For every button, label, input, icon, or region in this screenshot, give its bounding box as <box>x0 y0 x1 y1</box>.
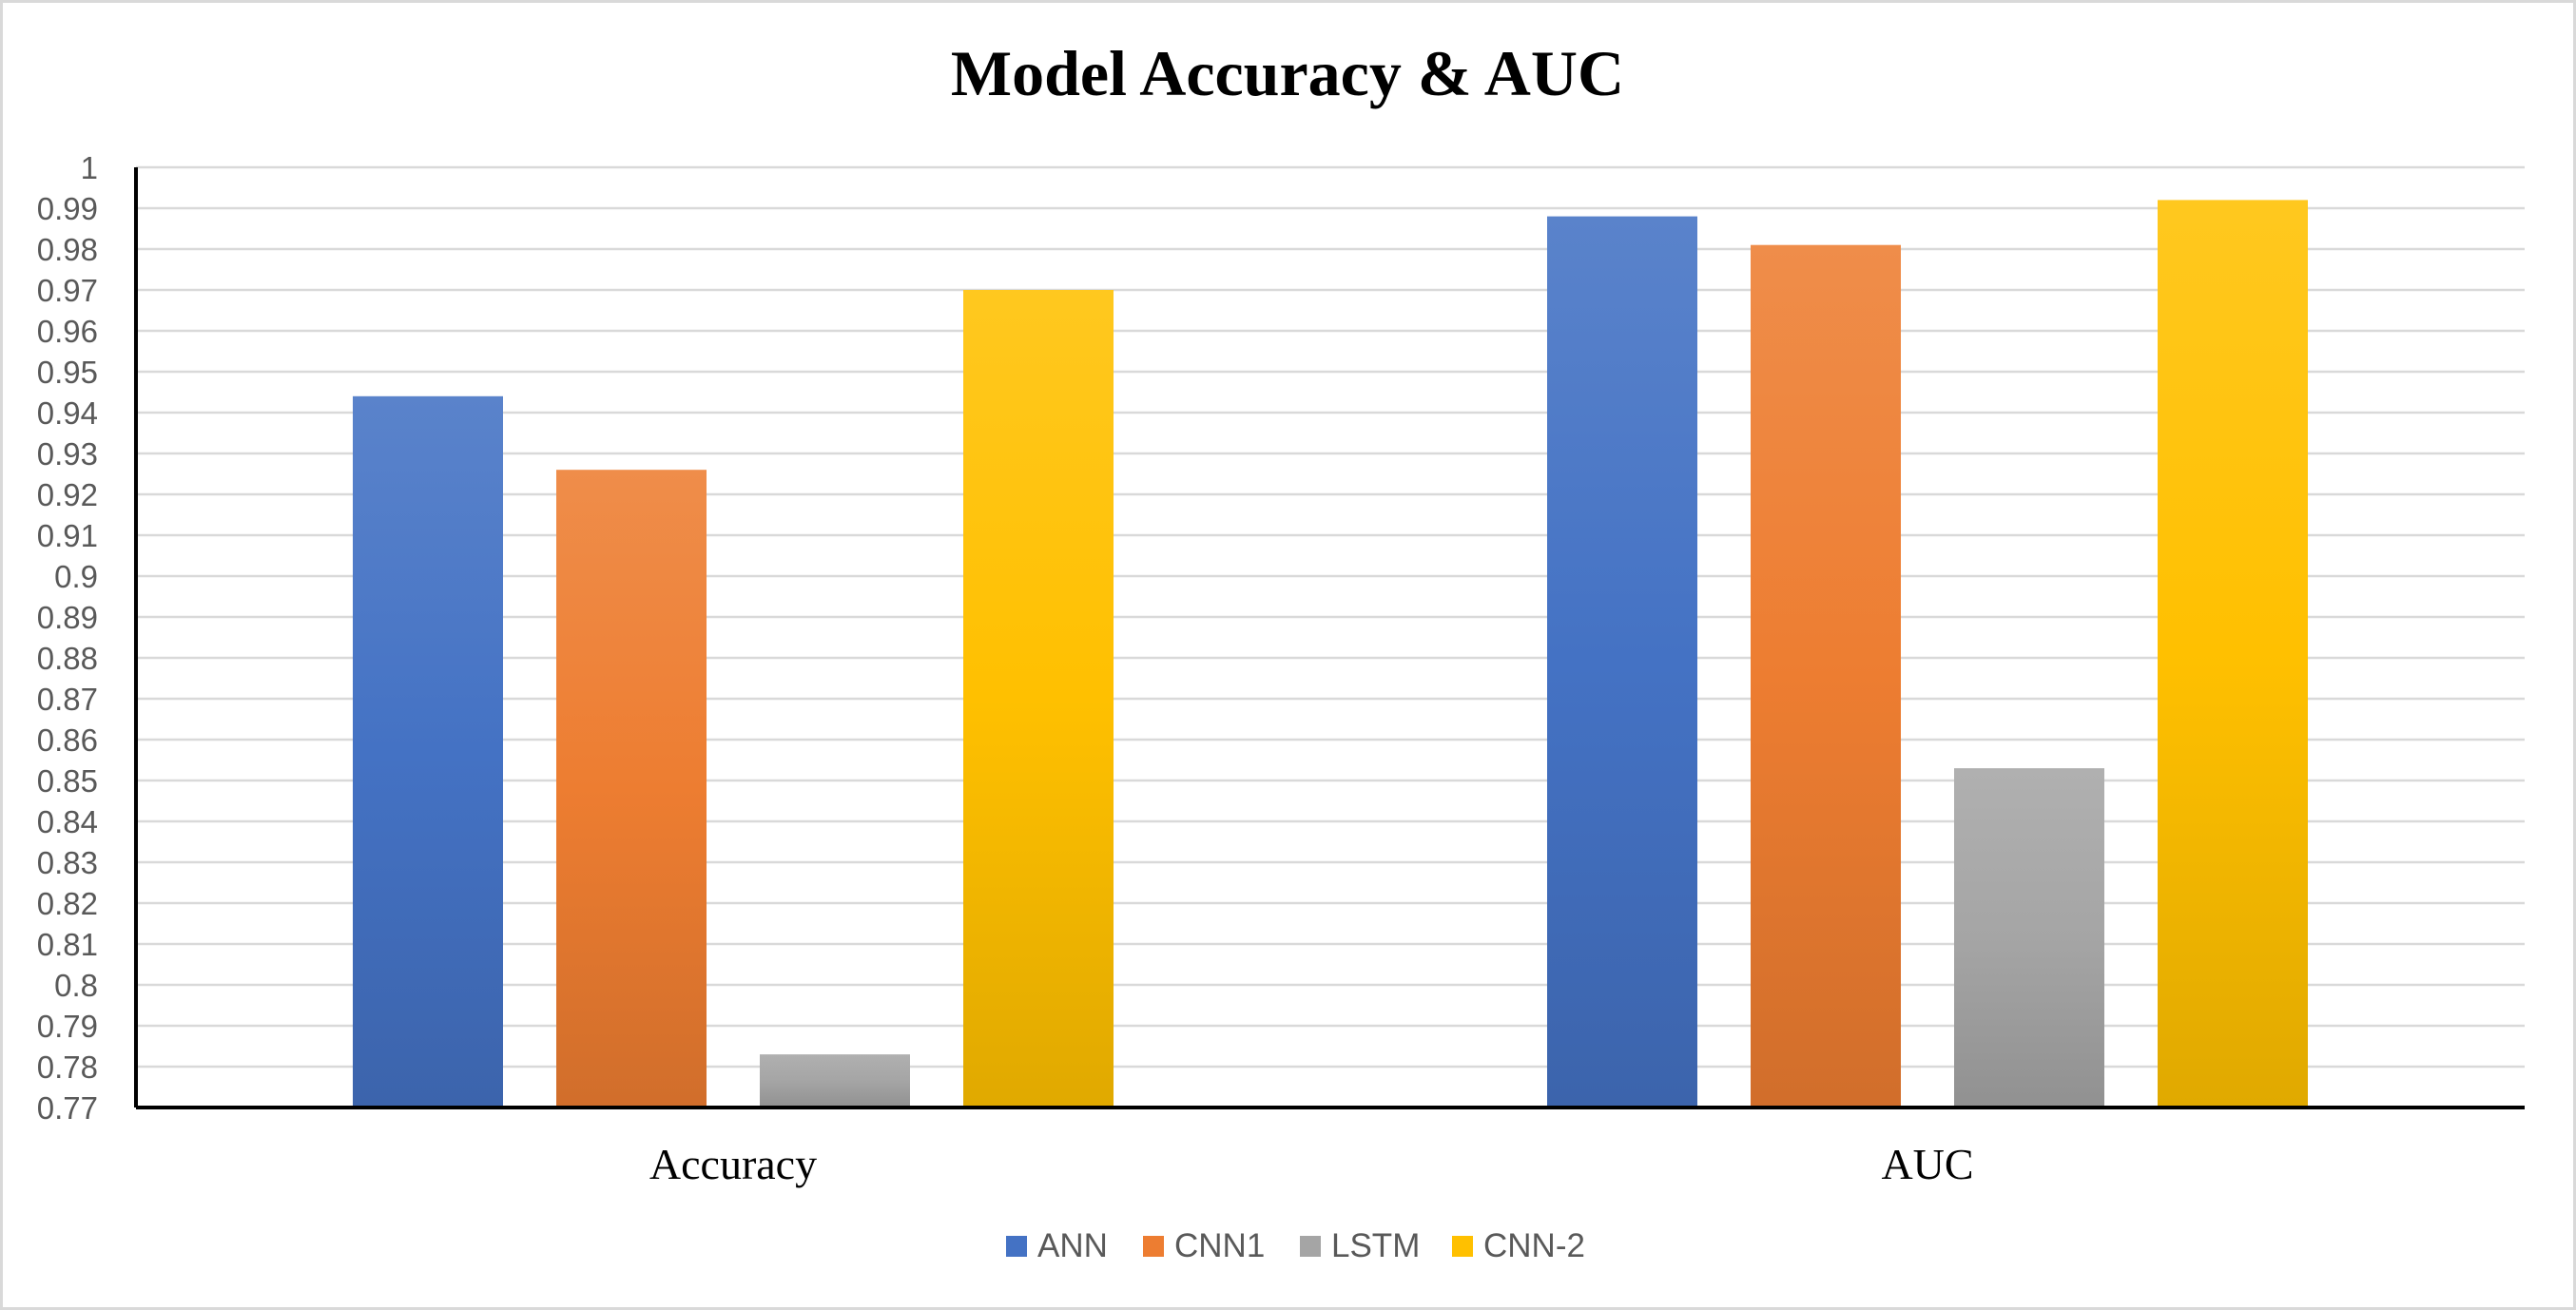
y-tick-label: 0.81 <box>37 927 98 962</box>
y-tick-label: 0.92 <box>37 477 98 512</box>
legend-swatch <box>1452 1236 1473 1257</box>
legend-swatch <box>1143 1236 1164 1257</box>
y-tick-label: 1 <box>81 150 98 185</box>
y-tick-label: 0.93 <box>37 436 98 472</box>
bars <box>353 200 2308 1108</box>
x-category-label: Accuracy <box>649 1140 817 1188</box>
bar-lstm-auc <box>1954 768 2104 1108</box>
y-tick-label: 0.8 <box>54 968 98 1003</box>
bar-ann-accuracy <box>353 395 503 1108</box>
gridlines <box>136 165 2525 1069</box>
y-tick-label: 0.91 <box>37 518 98 553</box>
legend-item: ANN <box>1006 1227 1108 1264</box>
bar-cnn-2-accuracy <box>963 290 1114 1108</box>
y-tick-label: 0.77 <box>37 1090 98 1126</box>
y-tick-label: 0.87 <box>37 682 98 717</box>
bar-ann-auc <box>1547 216 1697 1108</box>
bar-cnn-2-auc <box>2158 200 2308 1108</box>
legend-swatch <box>1300 1236 1321 1257</box>
y-tick-label: 0.98 <box>37 232 98 267</box>
y-tick-labels: 0.77 0.78 0.79 0.8 0.81 0.82 0.83 0.84 0.85 0.86 0… <box>37 150 98 1126</box>
y-tick-label: 0.84 <box>37 804 98 839</box>
legend-item: CNN1 <box>1143 1227 1265 1264</box>
y-tick-label: 0.85 <box>37 763 98 799</box>
y-tick-label: 0.89 <box>37 600 98 635</box>
x-category-label: AUC <box>1881 1140 1973 1188</box>
y-tick-label: 0.97 <box>37 273 98 308</box>
y-tick-label: 0.82 <box>37 886 98 921</box>
legend-label: ANN <box>1037 1227 1108 1264</box>
legend-label: LSTM <box>1331 1227 1420 1264</box>
bar-cnn1-auc <box>1751 244 1901 1108</box>
chart-title: Model Accuracy & AUC <box>951 37 1624 109</box>
y-tick-label: 0.83 <box>37 845 98 880</box>
y-tick-label: 0.96 <box>37 314 98 349</box>
y-tick-label: 0.95 <box>37 355 98 390</box>
legend-label: CNN1 <box>1174 1227 1265 1264</box>
y-tick-label: 0.78 <box>37 1050 98 1085</box>
y-tick-label: 0.94 <box>37 395 98 431</box>
bar-lstm-accuracy <box>760 1054 910 1108</box>
legend-item: LSTM <box>1300 1227 1420 1264</box>
y-tick-label: 0.88 <box>37 641 98 676</box>
x-category-labels: Accuracy AUC <box>649 1140 1974 1188</box>
legend: ANN CNN1 LSTM CNN-2 <box>1006 1227 1585 1264</box>
legend-swatch <box>1006 1236 1027 1257</box>
legend-label: CNN-2 <box>1483 1227 1585 1264</box>
y-tick-label: 0.79 <box>37 1009 98 1044</box>
y-tick-label: 0.99 <box>37 191 98 226</box>
y-tick-label: 0.86 <box>37 722 98 758</box>
legend-item: CNN-2 <box>1452 1227 1585 1264</box>
y-tick-label: 0.9 <box>54 559 98 594</box>
bar-cnn1-accuracy <box>556 470 707 1108</box>
axes <box>134 167 2525 1109</box>
